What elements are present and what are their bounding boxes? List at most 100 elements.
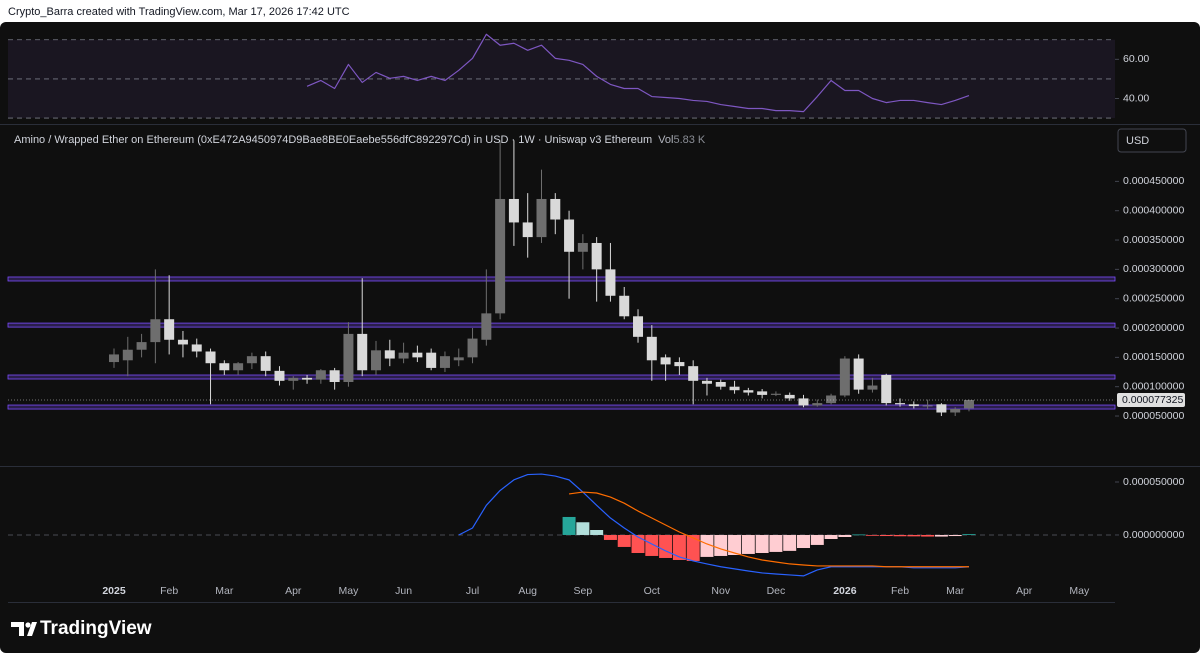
y-tick-label: 0.000250000 [1123, 292, 1184, 304]
y-tick-label: 0.000050000 [1123, 476, 1184, 488]
candle-body [302, 377, 313, 380]
candle-body [729, 386, 740, 391]
histogram-bar [631, 534, 645, 553]
candle-body [839, 358, 850, 396]
y-tick-label: 0.000300000 [1123, 263, 1184, 275]
brand-logo: TradingView [11, 618, 152, 639]
y-tick-label: 0.000050000 [1123, 410, 1184, 422]
y-tick-label: 60.00 [1123, 53, 1149, 65]
volume-label: Vol [658, 134, 673, 146]
candle-body [205, 351, 216, 364]
logo-mark [11, 622, 24, 636]
histogram-bar [672, 534, 686, 560]
candle-body [633, 316, 644, 337]
x-tick-label: Dec [767, 585, 786, 597]
candle-body [922, 405, 933, 407]
candle-body [122, 349, 133, 361]
symbol-title: Amino / Wrapped Ether on Ethereum (0xE47… [14, 134, 652, 146]
histogram-bar [797, 534, 810, 549]
candle-body [963, 399, 974, 409]
histogram-bar [879, 534, 893, 537]
candle-body [881, 374, 892, 404]
currency-button-frame[interactable] [1117, 128, 1187, 153]
histogram-bar [700, 534, 714, 557]
candle-body [660, 357, 671, 365]
candle-body [233, 363, 244, 371]
candle-body [770, 393, 781, 395]
y-tick-label: 0.000200000 [1123, 322, 1184, 334]
x-tick-label: Aug [518, 585, 537, 597]
symbol-line: Amino / Wrapped Ether on Ethereum (0xE47… [14, 134, 706, 146]
candle-body [798, 398, 809, 406]
candle-body [619, 295, 630, 317]
candle-body [784, 394, 795, 399]
x-tick-label: Jun [395, 585, 412, 597]
histogram-bar [769, 534, 783, 552]
candle-body [522, 222, 533, 238]
histogram-bar [865, 534, 879, 536]
candle-body [688, 366, 699, 381]
x-tick-label: Nov [711, 585, 730, 597]
candle-body [177, 339, 188, 345]
histogram-bar [852, 534, 866, 536]
candle-body [274, 370, 285, 381]
candle-body [453, 357, 464, 361]
histogram-bar [590, 529, 604, 535]
histogram-bar [741, 534, 755, 554]
level-band [7, 322, 1116, 328]
candle-body [164, 319, 175, 340]
y-tick-label: 0.000350000 [1123, 234, 1184, 246]
candle-body [674, 362, 685, 367]
histogram-bar [714, 534, 728, 556]
histogram-bar [948, 534, 962, 537]
candle-body [743, 390, 754, 393]
candle-body [191, 344, 202, 352]
y-tick-label: 40.00 [1123, 92, 1149, 104]
volume-value: 5.83 K [673, 134, 705, 146]
candle-body [439, 356, 450, 368]
x-tick-label: May [1069, 585, 1090, 597]
histogram-bar [838, 534, 852, 537]
currency-label[interactable]: USD [1126, 135, 1149, 147]
candle-body [826, 395, 837, 404]
last-price-label: 0.000077325 [1122, 394, 1183, 406]
candle-body [398, 352, 409, 359]
x-tick-label: 2025 [102, 585, 126, 597]
candle-body [246, 356, 257, 364]
candle-body [150, 319, 161, 343]
x-tick-label: Feb [891, 585, 909, 597]
candle-body [315, 370, 326, 380]
candle-body [260, 356, 271, 371]
candle-body [219, 363, 230, 371]
histogram-bar [934, 534, 948, 537]
y-tick-label: 0.000150000 [1123, 351, 1184, 363]
x-tick-label: Mar [946, 585, 965, 597]
histogram-bar [603, 534, 617, 540]
candle-body [288, 377, 299, 381]
y-tick-label: 0.000100000 [1123, 380, 1184, 392]
candle-body [329, 370, 340, 382]
candle-body [467, 338, 478, 358]
signal-line [568, 491, 969, 568]
x-tick-label: 2026 [833, 585, 857, 597]
x-tick-label: Apr [285, 585, 302, 597]
candle-body [371, 350, 382, 371]
currency-button[interactable]: USD [1117, 128, 1187, 153]
candle-body [495, 198, 506, 314]
candle-body [867, 385, 878, 390]
candle-body [908, 404, 919, 407]
candle-body [481, 313, 492, 340]
candle-body [384, 350, 395, 359]
last-price-box [1117, 392, 1185, 407]
chart-panel [0, 22, 1200, 653]
y-tick-label: 0.000400000 [1123, 204, 1184, 216]
candle-body [950, 408, 961, 413]
brand-name: TradingView [40, 618, 152, 639]
histogram-bar [893, 534, 907, 537]
histogram-bar [962, 534, 976, 535]
histogram-bar [755, 534, 769, 553]
histogram-bar [562, 516, 576, 535]
level-band [7, 374, 1116, 380]
candle-body [936, 404, 947, 413]
